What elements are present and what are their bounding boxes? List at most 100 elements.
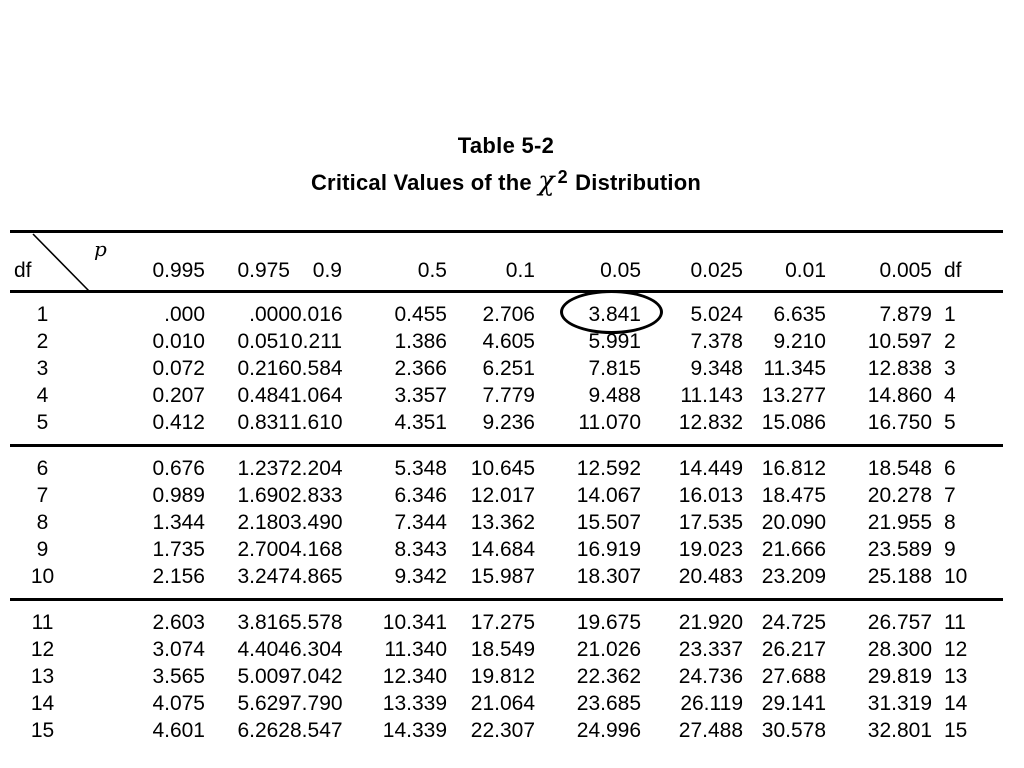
df-cell-right: 10 xyxy=(944,565,968,588)
value-cell: 1.344 xyxy=(152,511,205,534)
value-cell: 20.278 xyxy=(867,484,932,507)
df-cell-right: 8 xyxy=(944,511,956,534)
value-cell: 9.342 xyxy=(394,565,447,588)
p-column-header: 0.995 xyxy=(152,259,205,282)
value-cell: 4.605 xyxy=(482,330,535,353)
chi-superscript: 2 xyxy=(557,167,568,187)
table-row: 7 0.989 1.690 2.833 6.346 12.017 14.067 16.013 1… xyxy=(10,482,1003,509)
value-cell: 0.455 xyxy=(394,303,447,326)
p-column-header: 0.05 xyxy=(600,259,641,282)
value-cell: 24.725 xyxy=(761,611,826,634)
value-cell: 7.378 xyxy=(690,330,743,353)
value-cell: 6.304 xyxy=(290,638,343,661)
p-column-header: 0.9 xyxy=(312,259,342,282)
chi-square-critical-values-table: df p 0.995 0.975 0.9 0.5 0.1 0.05 0.025 … xyxy=(10,230,1003,752)
value-cell: 4.404 xyxy=(237,638,290,661)
value-cell: 7.879 xyxy=(879,303,932,326)
value-cell: 0.010 xyxy=(152,330,205,353)
value-cell: 0.989 xyxy=(152,484,205,507)
df-cell-right: 6 xyxy=(944,457,956,480)
value-cell: 1.237 xyxy=(237,457,290,480)
value-cell: 4.075 xyxy=(152,692,205,715)
table-group-1: 1.000.000 0.016 0.455 2.706 3.841 5.024 6.635 7… xyxy=(10,290,1003,446)
value-cell: 9.210 xyxy=(773,330,826,353)
value-cell: 3.841 xyxy=(535,290,663,334)
value-cell: 6.251 xyxy=(482,357,535,380)
df-cell-right: 5 xyxy=(944,411,956,434)
df-cell-right: 7 xyxy=(944,484,956,507)
value-cell: 22.362 xyxy=(576,665,641,688)
value-cell: 14.339 xyxy=(382,719,447,742)
value-cell: 8.547 xyxy=(290,719,343,742)
value-cell: 24.996 xyxy=(576,719,641,742)
value-cell: 6.635 xyxy=(773,303,826,326)
table-group-3: 11 2.603 3.816 5.578 10.341 17.275 19.675 21.92… xyxy=(10,600,1003,753)
value-cell: 12.832 xyxy=(678,411,743,434)
value-cell: 21.955 xyxy=(867,511,932,534)
table-row: 15 4.601 6.262 8.547 14.339 22.307 24.996 27.48… xyxy=(10,717,1003,752)
value-cell: 29.819 xyxy=(867,665,932,688)
subtitle-suffix: Distribution xyxy=(568,170,702,195)
value-cell: 14.860 xyxy=(867,384,932,407)
value-cell: 5.009 xyxy=(237,665,290,688)
value-cell: 7.344 xyxy=(394,511,447,534)
value-cell: 21.920 xyxy=(678,611,743,634)
chi-symbol: χ xyxy=(538,166,555,197)
value-cell: 14.449 xyxy=(678,457,743,480)
value-cell: 8.343 xyxy=(394,538,447,561)
table-row: 13 3.565 5.009 7.042 12.340 19.812 22.362 24.73… xyxy=(10,663,1003,690)
value-cell: 3.357 xyxy=(394,384,447,407)
df-cell: 5 xyxy=(36,411,49,434)
df-cell: 7 xyxy=(36,484,49,507)
value-cell: 1.064 xyxy=(290,384,343,407)
value-cell: 16.750 xyxy=(867,411,932,434)
value-cell: 4.168 xyxy=(290,538,343,561)
value-cell: 27.688 xyxy=(761,665,826,688)
df-cell: 15 xyxy=(30,719,55,742)
diagonal-divider xyxy=(32,233,91,293)
value-cell: 4.351 xyxy=(394,411,447,434)
value-cell: 25.188 xyxy=(867,565,932,588)
value-cell: 16.013 xyxy=(678,484,743,507)
value-cell: 0.051 xyxy=(237,330,290,353)
df-cell-right: 13 xyxy=(944,665,968,688)
value-cell: 2.603 xyxy=(152,611,205,634)
value-cell: 16.812 xyxy=(761,457,826,480)
subtitle-prefix: Critical Values of the xyxy=(310,170,539,195)
value-cell: 29.141 xyxy=(761,692,826,715)
value-cell: 31.319 xyxy=(867,692,932,715)
value-cell: 16.919 xyxy=(576,538,641,561)
value-cell: 17.535 xyxy=(678,511,743,534)
value-cell: 20.483 xyxy=(678,565,743,588)
value-cell: 2.833 xyxy=(290,484,343,507)
df-cell-right: 1 xyxy=(944,303,956,326)
value-cell: 13.277 xyxy=(761,384,826,407)
df-cell-right: 4 xyxy=(944,384,956,407)
value-cell: 10.341 xyxy=(382,611,447,634)
value-cell: 6.346 xyxy=(394,484,447,507)
value-cell: 0.412 xyxy=(152,411,205,434)
value-cell: 0.831 xyxy=(237,411,290,434)
header-row: df p 0.995 0.975 0.9 0.5 0.1 0.05 0.025 … xyxy=(10,232,1003,293)
value-cell: 4.601 xyxy=(152,719,205,742)
value-cell: 7.042 xyxy=(290,665,343,688)
table-row: 4 0.207 0.484 1.064 3.357 7.779 9.488 11.143 13.… xyxy=(10,382,1003,409)
value-cell: 1.690 xyxy=(237,484,290,507)
value-cell: 5.578 xyxy=(290,611,343,634)
value-cell: 1.386 xyxy=(394,330,447,353)
value-cell: 9.236 xyxy=(482,411,535,434)
df-cell: 6 xyxy=(36,457,49,480)
value-cell: 0.072 xyxy=(152,357,205,380)
value-cell: 3.816 xyxy=(237,611,290,634)
df-cell: 12 xyxy=(30,638,55,661)
df-cell: 10 xyxy=(30,565,55,588)
value-cell: 6.262 xyxy=(237,719,290,742)
value-cell: 5.024 xyxy=(690,303,743,326)
value-cell: 1.610 xyxy=(290,411,343,434)
df-cell: 4 xyxy=(36,384,49,407)
value-cell: 11.143 xyxy=(680,384,743,407)
value-cell: 14.684 xyxy=(470,538,535,561)
value-cell: 21.666 xyxy=(761,538,826,561)
